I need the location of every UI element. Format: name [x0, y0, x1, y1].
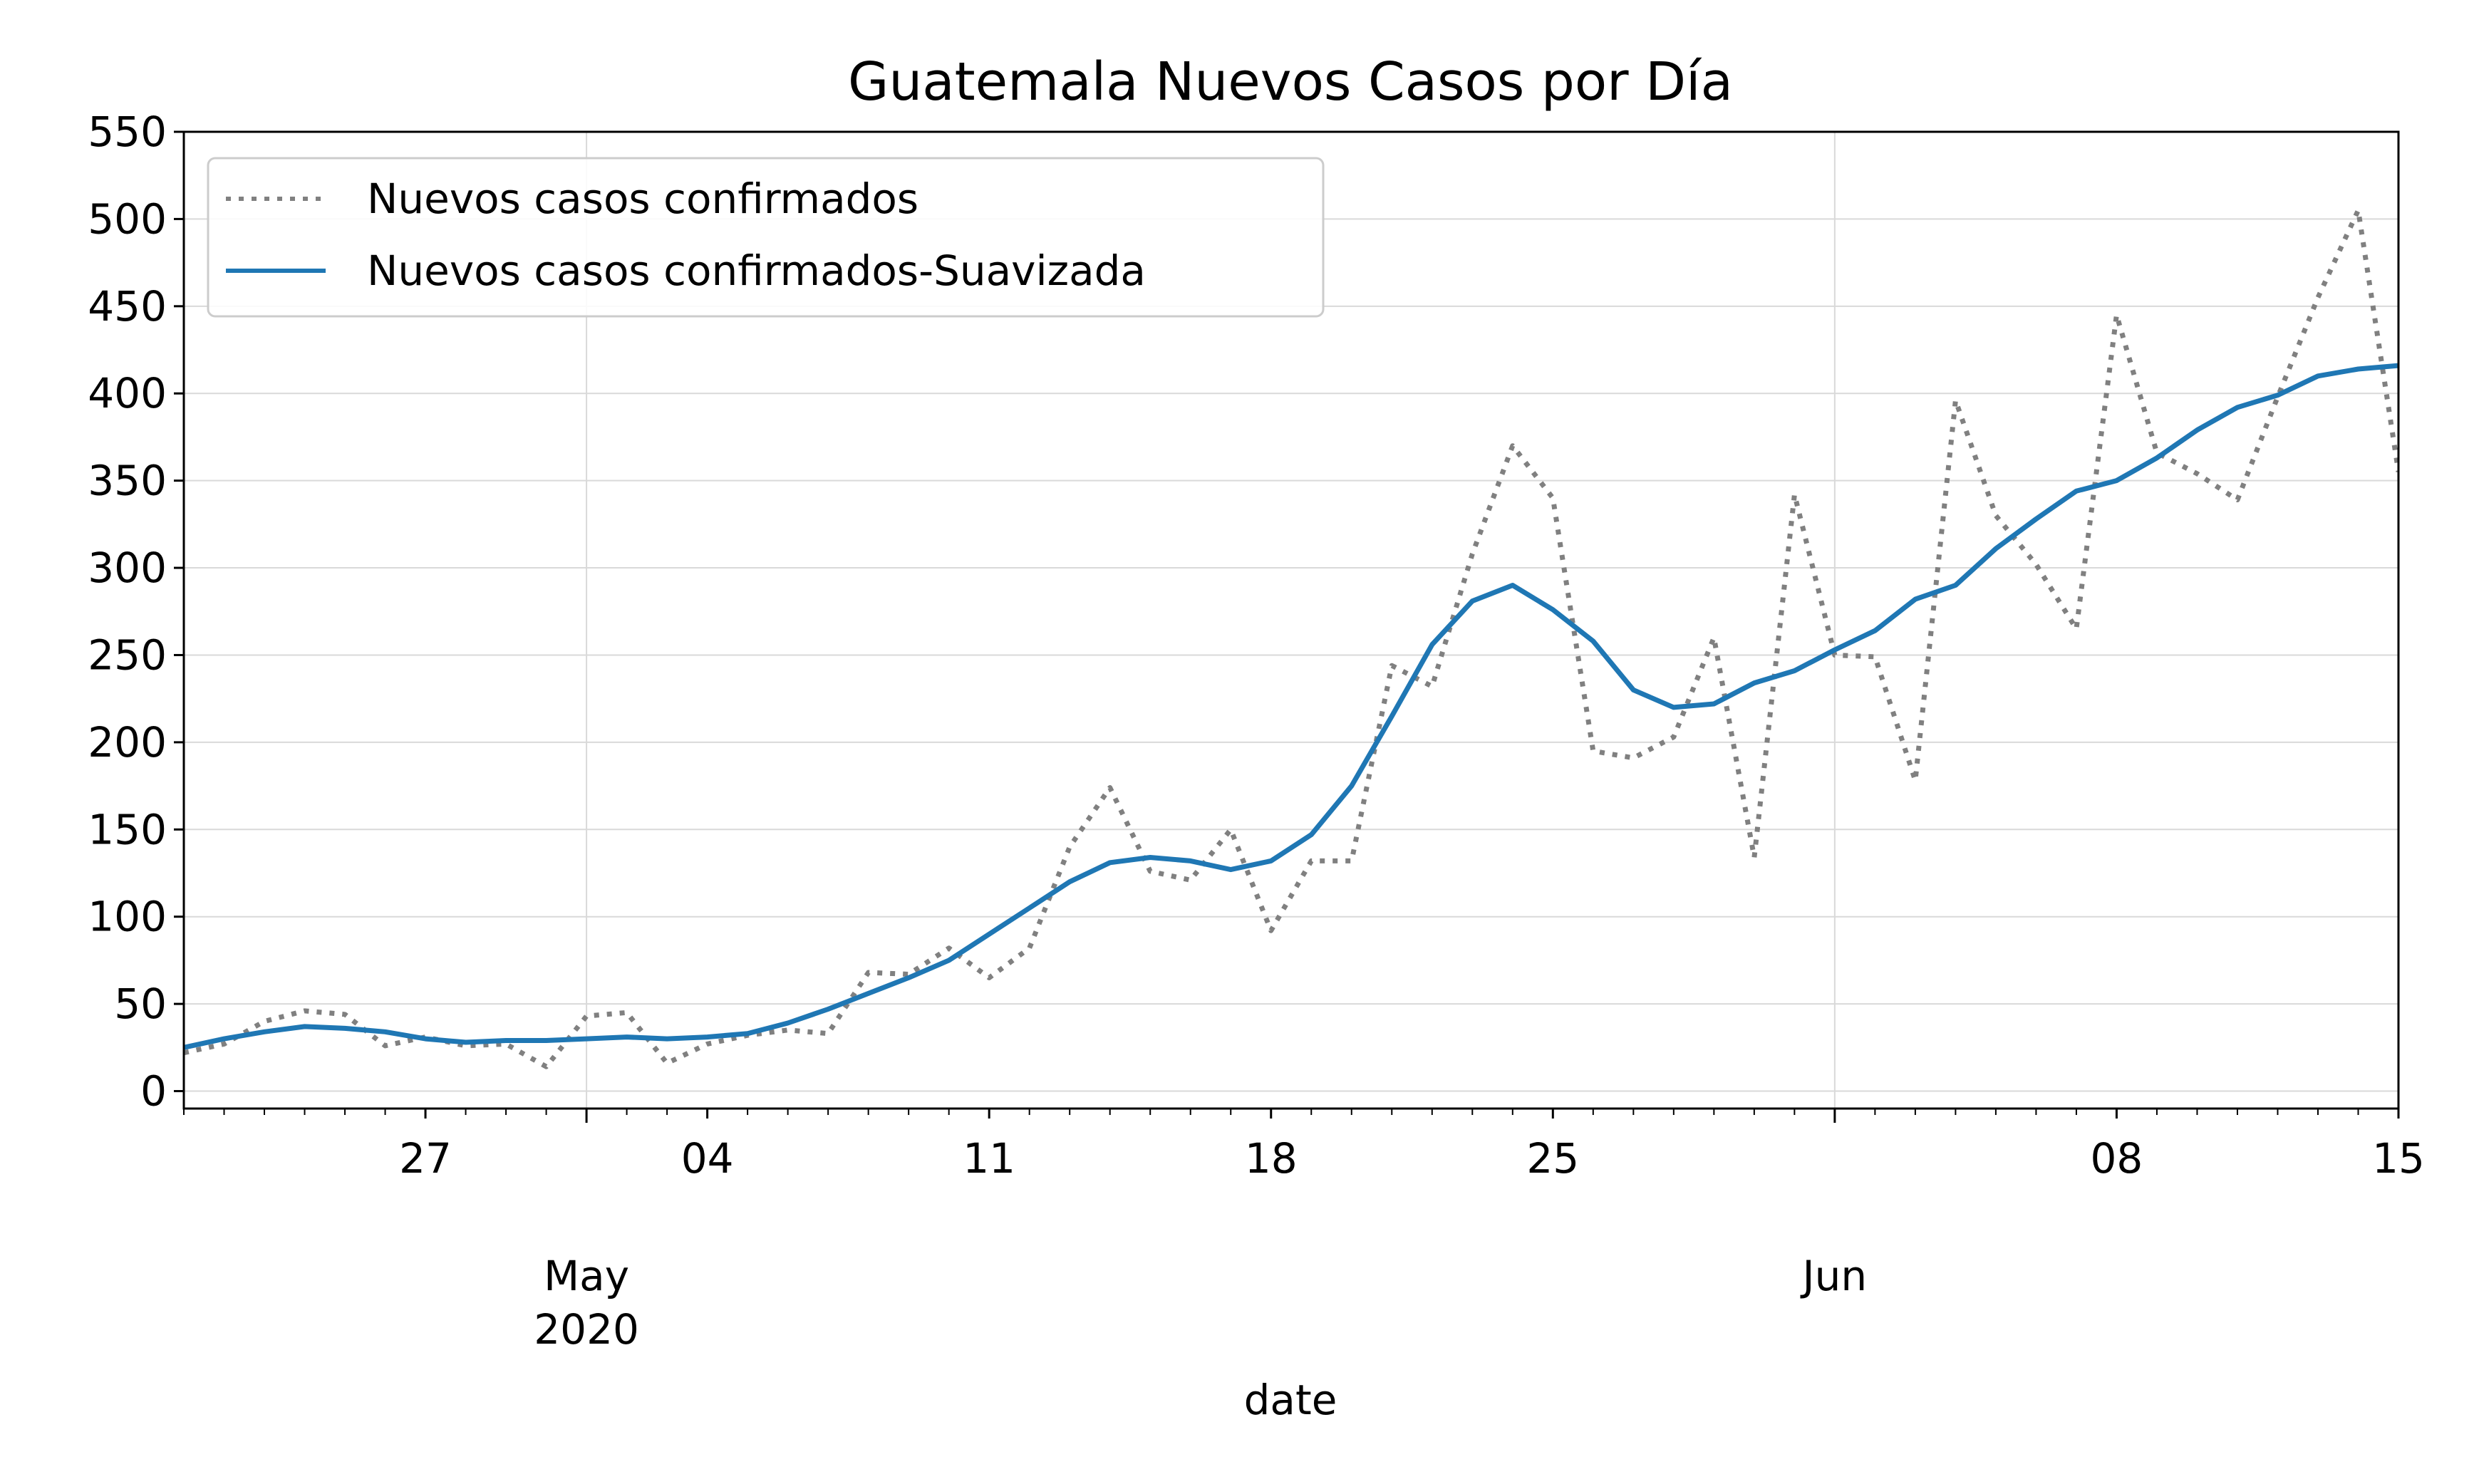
y-tick-label: 450: [88, 282, 167, 331]
series-line-suavizada: [184, 363, 2398, 1050]
y-tick-label: 250: [88, 631, 167, 679]
x-month-label: Jun: [1801, 1252, 1868, 1300]
y-tick-label: 200: [88, 718, 167, 767]
x-tick-label: 15: [2372, 1134, 2425, 1183]
x-tick-label: 25: [1526, 1134, 1579, 1183]
x-tick-label: 18: [1245, 1134, 1298, 1183]
y-tick-label: 500: [88, 194, 167, 243]
legend-box: [207, 157, 1325, 318]
y-tick-label: 550: [88, 108, 167, 156]
x-month-label: May: [544, 1252, 629, 1300]
x-axis: 27 04 11 18 25 08 15 May 2020 Jun: [183, 1109, 2425, 1354]
y-tick-label: 50: [114, 980, 167, 1028]
legend-label-nuevos-casos: Nuevos casos confirmados: [367, 175, 918, 223]
x-axis-label: date: [1244, 1376, 1337, 1424]
chart-title: Guatemala Nuevos Casos por Día: [848, 51, 1733, 113]
x-year-label: 2020: [534, 1305, 639, 1354]
x-tick-label: 08: [2091, 1134, 2143, 1183]
legend-label-suavizada: Nuevos casos confirmados-Suavizada: [367, 247, 1146, 295]
y-tick-label: 400: [88, 369, 167, 417]
legend: Nuevos casos confirmados Nuevos casos co…: [207, 157, 1325, 318]
x-tick-label: 04: [681, 1134, 734, 1183]
x-tick-label: 11: [963, 1134, 1015, 1183]
y-axis: 0 50 100 150 200 250 300 350 400 450 500 550: [88, 108, 184, 1116]
series-layer: [184, 207, 2398, 1069]
y-tick-label: 300: [88, 544, 167, 592]
x-tick-label: 27: [399, 1134, 452, 1183]
y-tick-label: 100: [88, 893, 167, 941]
y-tick-label: 350: [88, 457, 167, 505]
series-line-nuevos-casos: [184, 207, 2398, 1069]
plot-frame: [182, 130, 2400, 1110]
y-tick-label: 150: [88, 805, 167, 853]
y-tick-label: 0: [140, 1067, 167, 1116]
